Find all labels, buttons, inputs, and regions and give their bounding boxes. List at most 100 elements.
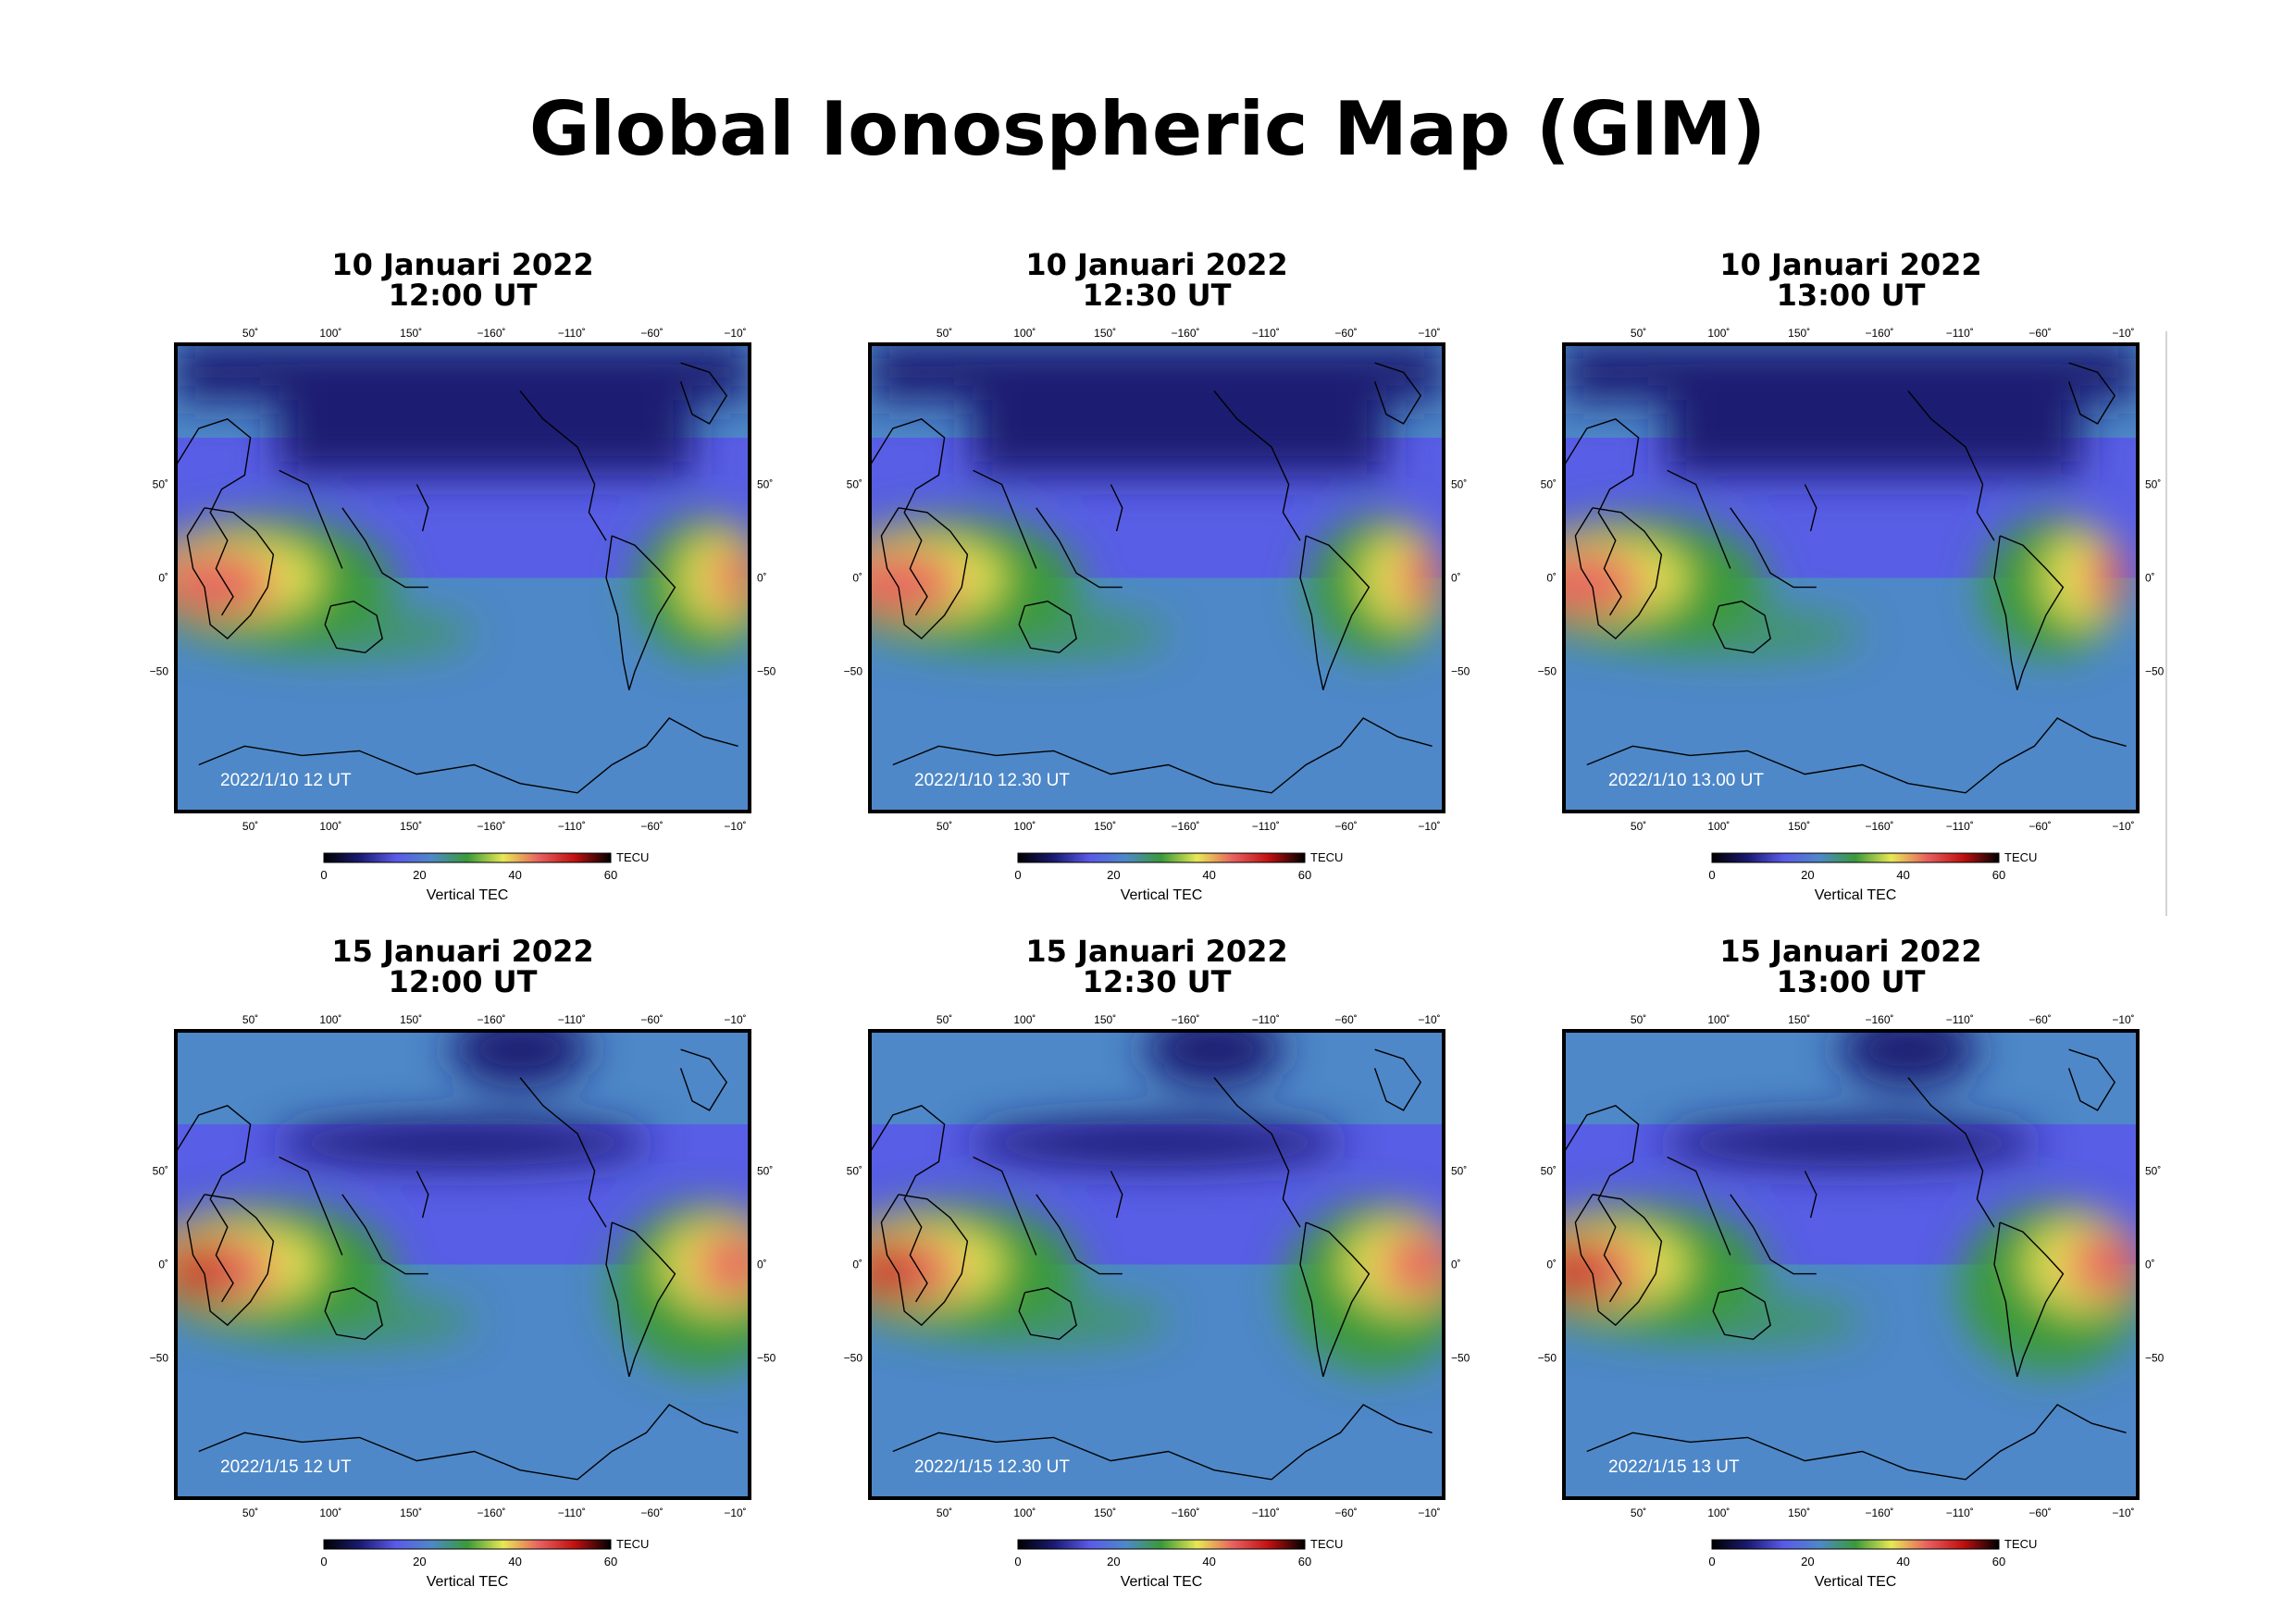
lon-tick-label: −60˚ (2028, 1506, 2051, 1519)
lon-tick-label: −60˚ (640, 1013, 663, 1026)
panel-time: 12:00 UT (388, 278, 538, 313)
lon-tick-label: −110˚ (1946, 1013, 1974, 1026)
map-panel-2022-01-10-1200: 10 Januari 2022 12:00 UT 2022/1/10 12 UT… (139, 250, 787, 916)
lon-tick-label: 150˚ (1094, 820, 1116, 833)
panel-date: 15 Januari 2022 (1719, 934, 1982, 969)
lon-tick-label: 150˚ (400, 1506, 422, 1519)
lon-tick-label: −10˚ (724, 820, 746, 833)
page-title: Global Ionospheric Map (GIM) (528, 86, 1767, 172)
colorbar: 0 20 40 60 TECU Vertical TEC (1014, 850, 1343, 903)
lon-tick-label: 100˚ (1013, 327, 1036, 340)
lon-tick-label: −60˚ (2028, 1013, 2051, 1026)
lat-tick-label: 0˚ (2145, 572, 2155, 585)
colorbar-tick-label: 60 (604, 1555, 617, 1568)
colorbar-tick-label: 40 (1896, 868, 1909, 882)
panel-heading: 15 Januari 2022 12:30 UT (833, 936, 1481, 998)
colorbar-unit: TECU (616, 1537, 649, 1551)
colorbar-label: Vertical TEC (1815, 1574, 1897, 1590)
panel-time: 12:30 UT (1082, 964, 1232, 999)
lat-tick-label: 0˚ (1451, 572, 1461, 585)
panel-date: 15 Januari 2022 (331, 934, 594, 969)
colorbar-unit: TECU (1310, 850, 1343, 864)
lon-tick-label: 150˚ (400, 820, 422, 833)
lat-tick-label: 50˚ (2145, 478, 2161, 491)
lon-tick-label: 50˚ (1631, 1013, 1646, 1026)
lon-tick-label: 150˚ (1788, 1506, 1810, 1519)
lon-tick-label: 150˚ (1094, 327, 1116, 340)
colorbar-tick-label: 20 (1801, 868, 1814, 882)
map-timestamp: 2022/1/15 12.30 UT (914, 1457, 1070, 1477)
coastline (176, 1048, 738, 1481)
colorbar-tick-label: 0 (1708, 868, 1715, 882)
lat-tick-label: 50˚ (757, 1165, 773, 1178)
lon-tick-label: −60˚ (1334, 1506, 1357, 1519)
lon-tick-label: 50˚ (937, 1013, 952, 1026)
lon-tick-label: 50˚ (937, 820, 952, 833)
panel-heading: 10 Januari 2022 12:00 UT (139, 250, 787, 311)
lon-tick-label: −60˚ (1334, 820, 1357, 833)
lon-tick-label: −10˚ (724, 1013, 746, 1026)
colorbar-tick-label: 60 (1298, 1555, 1311, 1568)
colorbar-label: Vertical TEC (427, 1574, 509, 1590)
lat-tick-label: 0˚ (2145, 1258, 2155, 1271)
coastline (1564, 362, 2127, 794)
lon-tick-label: 150˚ (1094, 1013, 1116, 1026)
lat-tick-label: 0˚ (1546, 572, 1557, 585)
panel-date: 15 Januari 2022 (1025, 934, 1288, 969)
colorbar: 0 20 40 60 TECU Vertical TEC (1708, 850, 2037, 903)
lon-tick-label: 100˚ (1013, 1506, 1036, 1519)
tec-field: 2022/1/10 12.30 UT 50˚ 50˚ 100˚ 100˚ 150˚ 150˚… (844, 327, 1470, 833)
panel-time: 12:00 UT (388, 964, 538, 999)
lon-tick-label: 150˚ (1788, 327, 1810, 340)
lon-tick-label: 100˚ (319, 1013, 341, 1026)
lat-tick-label: 50˚ (2145, 1165, 2161, 1178)
lon-tick-label: 50˚ (937, 327, 952, 340)
lon-tick-label: 100˚ (1707, 327, 1730, 340)
lon-tick-label: 100˚ (319, 820, 341, 833)
coastline (870, 362, 1433, 794)
lat-tick-label: 50˚ (1451, 1165, 1467, 1178)
tec-field: 2022/1/15 13 UT 50˚ 50˚ 100˚ 100˚ 150˚ 150˚ −16… (1538, 1013, 2165, 1519)
map-timestamp: 2022/1/10 12.30 UT (914, 771, 1070, 790)
lat-tick-label: 0˚ (158, 1258, 168, 1271)
lon-tick-label: −10˚ (724, 1506, 746, 1519)
map-timestamp: 2022/1/10 12 UT (220, 771, 352, 790)
lat-tick-label: 0˚ (757, 572, 767, 585)
lon-tick-label: 50˚ (242, 820, 258, 833)
colorbar-tick-label: 20 (413, 1555, 426, 1568)
lon-tick-label: 100˚ (1707, 820, 1730, 833)
colorbar-tick-label: 0 (1014, 868, 1021, 882)
lat-tick-label: −50 (757, 1352, 776, 1365)
lon-tick-label: 150˚ (400, 327, 422, 340)
colorbar-unit: TECU (2004, 1537, 2037, 1551)
lon-tick-label: −60˚ (640, 327, 663, 340)
lon-tick-label: 100˚ (1013, 820, 1036, 833)
lon-tick-label: −160˚ (477, 1506, 505, 1519)
lat-tick-label: −50 (757, 665, 776, 678)
lon-tick-label: 50˚ (1631, 820, 1646, 833)
lon-tick-label: 50˚ (242, 327, 258, 340)
lon-tick-label: 100˚ (1707, 1506, 1730, 1519)
panel-heading: 15 Januari 2022 13:00 UT (1527, 936, 2175, 998)
lon-tick-label: −10˚ (1418, 1013, 1440, 1026)
lat-tick-label: 50˚ (1451, 478, 1467, 491)
colorbar-label: Vertical TEC (1121, 887, 1203, 903)
lon-tick-label: −160˚ (1171, 1506, 1199, 1519)
tec-map: 2022/1/10 12 UT 50˚ 50˚ 100˚ 100˚ 150˚ 150˚ −16… (150, 327, 776, 903)
colorbar-label: Vertical TEC (427, 887, 509, 903)
lon-tick-label: −10˚ (1418, 327, 1440, 340)
lon-tick-label: −160˚ (1865, 327, 1893, 340)
map-panel-2022-01-15-1300: 15 Januari 2022 13:00 UT 2022/1/15 13 UT… (1527, 936, 2175, 1603)
colorbar-tick-label: 20 (413, 868, 426, 882)
colorbar-tick-label: 40 (508, 868, 521, 882)
lat-tick-label: 0˚ (158, 572, 168, 585)
colorbar-tick-label: 0 (1708, 1555, 1715, 1568)
lon-tick-label: 100˚ (319, 1506, 341, 1519)
coastline (870, 1048, 1433, 1481)
lon-tick-label: −160˚ (1865, 820, 1893, 833)
lon-tick-label: −60˚ (2028, 820, 2051, 833)
colorbar: 0 20 40 60 TECU Vertical TEC (1014, 1537, 1343, 1590)
lon-tick-label: −110˚ (1946, 1506, 1974, 1519)
lat-tick-label: 0˚ (1451, 1258, 1461, 1271)
map-panel-2022-01-15-1230: 15 Januari 2022 12:30 UT 2022/1/15 12.30… (833, 936, 1481, 1603)
